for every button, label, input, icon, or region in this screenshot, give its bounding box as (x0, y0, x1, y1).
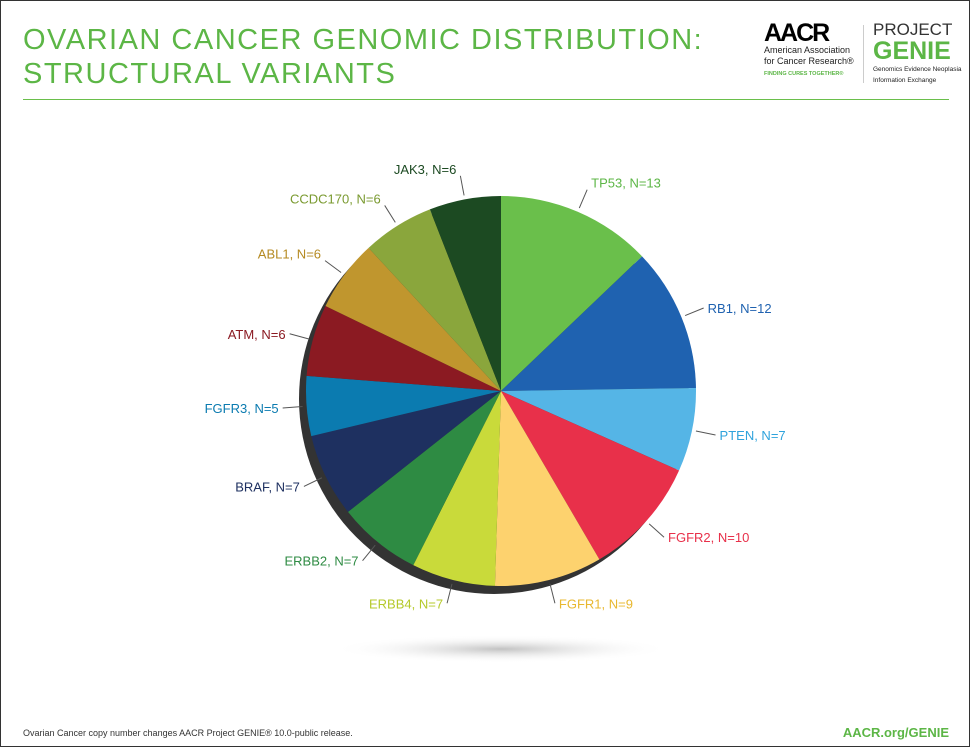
slice-label: FGFR1, N=9 (559, 596, 633, 611)
leader-line (289, 333, 310, 340)
slice-label: ATM, N=6 (228, 327, 286, 342)
logo-divider (863, 25, 864, 83)
pie-slice-pten (501, 387, 697, 471)
slice-label: PTEN, N=7 (720, 428, 786, 443)
header-divider (23, 99, 949, 100)
leader-line (459, 175, 465, 196)
leader-line (695, 430, 716, 436)
pie-slice-erbb4 (413, 391, 501, 586)
leader-line (282, 405, 303, 409)
slice-label: JAK3, N=6 (394, 162, 457, 177)
leader-line (684, 307, 704, 317)
pie-slice-braf (311, 391, 501, 512)
pie-slice-jak3 (429, 196, 501, 391)
leader-line (362, 544, 376, 562)
genie-logo: PROJECT GENIE Genomics Evidence Neoplasi… (873, 20, 962, 85)
pie-slice-fgfr1 (494, 391, 600, 586)
pie-slice-erbb2 (348, 391, 501, 566)
slice-label: ERBB2, N=7 (284, 554, 358, 569)
footer-link[interactable]: AACR.org/GENIE (842, 725, 949, 740)
slice-label: TP53, N=13 (591, 176, 661, 191)
slice-label: FGFR2, N=10 (668, 530, 749, 545)
leader-line (324, 260, 342, 273)
slice-label: ABL1, N=6 (258, 247, 321, 262)
leader-line (384, 205, 396, 223)
leader-line (648, 523, 665, 538)
footer-note: Ovarian Cancer copy number changes AACR … (23, 728, 353, 738)
aacr-logo: AACR American Association for Cancer Res… (764, 19, 854, 78)
pie-slice-ccdc170 (368, 209, 501, 391)
leader-line (578, 189, 588, 209)
pie-slice-fgfr3 (306, 375, 501, 437)
slice-label: RB1, N=12 (708, 301, 772, 316)
leader-line (446, 583, 453, 604)
page-title: OVARIAN CANCER GENOMIC DISTRIBUTION: STR… (23, 24, 704, 90)
pie-floor-shadow (331, 635, 671, 663)
slice-label: CCDC170, N=6 (290, 191, 381, 206)
slice-label: BRAF, N=7 (235, 479, 300, 494)
slice-label: ERBB4, N=7 (369, 596, 443, 611)
slice-label: FGFR3, N=5 (205, 401, 279, 416)
pie-slice-abl1 (325, 247, 501, 391)
leader-line (303, 477, 323, 487)
pie-slice-atm (306, 306, 501, 391)
leader-line (549, 583, 556, 604)
pie-slice-fgfr2 (501, 391, 680, 560)
pie-slice-rb1 (501, 256, 696, 391)
pie-slice-tp53 (501, 196, 643, 391)
